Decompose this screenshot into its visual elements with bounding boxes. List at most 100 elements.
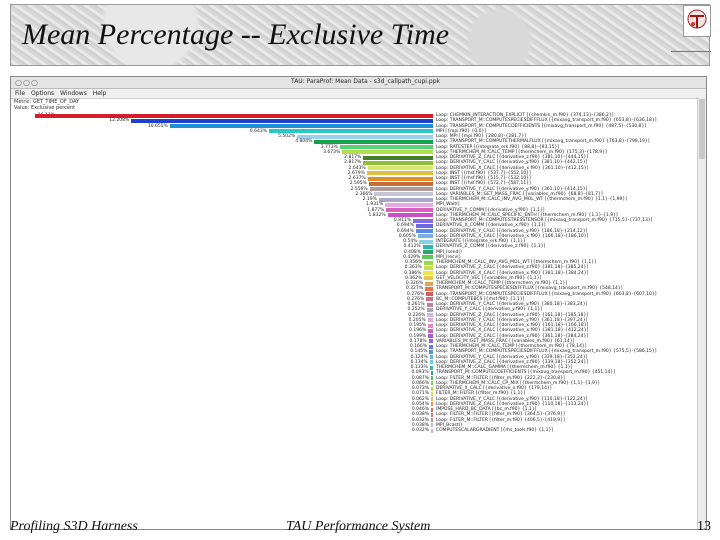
bar-row[interactable]: 0.276% Loop: TRANSPORT_M::COMPUTESPECIESD…: [11, 292, 701, 297]
bar[interactable]: [431, 376, 433, 380]
bar[interactable]: [363, 160, 433, 165]
bar[interactable]: [131, 118, 433, 123]
bar[interactable]: [431, 428, 433, 433]
bar-row[interactable]: 0.062% Loop: DERIVATIVE_Y_CALC [{derivati…: [11, 397, 701, 402]
window-controls-icon[interactable]: ○○○: [15, 78, 39, 87]
bar-row[interactable]: 0.087% Loop: FILTER_M::FILTER [{filter_m.…: [11, 376, 701, 381]
bar-row[interactable]: 5.502% Loop: MPI [{mpi.f90} {280,8}-{281,…: [11, 134, 701, 139]
bar[interactable]: [368, 181, 433, 186]
bar-row[interactable]: 0.124% Loop: DERIVATIVE_Y_CALC [{derivati…: [11, 355, 701, 360]
bar-row[interactable]: 0.408% MPI_Isend(): [11, 250, 701, 255]
bar[interactable]: [426, 292, 433, 296]
bar[interactable]: [417, 234, 433, 239]
bar-row[interactable]: 0.166% Loop: THERMCHEM_M::CALC_TEMP [{the…: [11, 344, 701, 349]
bar[interactable]: [269, 129, 433, 134]
bar[interactable]: [367, 166, 433, 170]
bar[interactable]: [429, 344, 433, 349]
menu-options[interactable]: Options: [30, 90, 55, 97]
bar-row[interactable]: 0.356% THERMCHEM_M::CALC_INV_AVG_MOL_WT […: [11, 260, 701, 265]
bar[interactable]: [425, 281, 433, 286]
bar-row[interactable]: 2.643% Loop: DERIVATIVE_X_CALC [{derivati…: [11, 166, 701, 171]
bar[interactable]: [431, 412, 433, 417]
bar[interactable]: [297, 134, 433, 139]
bar-row[interactable]: 0.038% Loop: FILTER_M::FILTER [{filter_m.…: [11, 412, 701, 417]
bar[interactable]: [413, 218, 433, 223]
bar[interactable]: [374, 192, 433, 197]
bar-row[interactable]: 10.655% Loop: TRANSPORT_M::COMPUTECOEFFIC…: [11, 124, 701, 129]
bar-row[interactable]: 0.032% Loop: FILTER_M::FILTER [{filter_m.…: [11, 418, 701, 423]
bar[interactable]: [426, 297, 433, 302]
bar[interactable]: [422, 255, 433, 260]
menu-help[interactable]: Help: [92, 90, 107, 97]
bar[interactable]: [419, 239, 433, 244]
bar[interactable]: [431, 418, 433, 422]
bar-row[interactable]: 0.046% IMPOSE_HARD_BC_DATA [{bc_m.f90} {1…: [11, 407, 701, 412]
bar[interactable]: [431, 423, 433, 428]
bar-row[interactable]: 4.804% Loop: TRANSPORT_M::COMPUTETHERMALF…: [11, 139, 701, 144]
bar[interactable]: [386, 208, 433, 212]
window-titlebar[interactable]: ○○○ TAU: ParaProf: Mean Data - s3d_callp…: [11, 77, 706, 89]
bar-row[interactable]: 0.386% Loop: DERIVATIVE_X_CALC [{derivati…: [11, 271, 701, 276]
bar-row[interactable]: 0.54% INTEGRATE [{integrate_erk.f90} {1,1…: [11, 239, 701, 244]
bar[interactable]: [339, 145, 433, 149]
bar[interactable]: [363, 155, 433, 160]
bar-row[interactable]: 0.205% Loop: DERIVATIVE_Y_CALC [{derivati…: [11, 318, 701, 323]
bar-row[interactable]: 0.145% Loop: TRANSPORT_M::COMPUTESPECIESD…: [11, 349, 701, 354]
bar[interactable]: [428, 323, 433, 328]
scrollbar-thumb[interactable]: [699, 99, 705, 159]
bar-row[interactable]: 0.694% DERIVATIVE_X_COMM [{derivative_x.f…: [11, 223, 701, 228]
bar[interactable]: [415, 223, 433, 228]
bar-row[interactable]: 0.226% Loop: DERIVATIVE_Z_CALC [{derivati…: [11, 313, 701, 318]
menu-windows[interactable]: Windows: [60, 90, 87, 97]
bar[interactable]: [423, 265, 433, 270]
bar[interactable]: [431, 402, 433, 407]
bar[interactable]: [385, 202, 433, 207]
bar[interactable]: [431, 397, 433, 401]
bar-row[interactable]: 0.032% COMPUTESCALARGRADIENT [{rhs_tools.…: [11, 428, 701, 433]
bar-row[interactable]: 0.073% DERIVATIVE_X_CALC [{derivative_x.f…: [11, 386, 701, 391]
bar[interactable]: [367, 176, 433, 181]
bar[interactable]: [415, 229, 433, 233]
bar[interactable]: [378, 197, 433, 202]
bar-row[interactable]: 6.643% MPI [{mpi.f90} {0,0}]: [11, 129, 701, 134]
bar-row[interactable]: 0.252% DERIVATIVE_Y_CALC [{derivative_y.f…: [11, 307, 701, 312]
bar[interactable]: [387, 213, 433, 218]
bar-row[interactable]: 0.134% Loop: DERIVATIVE_Z_CALC [{derivati…: [11, 360, 701, 365]
bar-row[interactable]: 3.673% Loop: THERMCHEM_M::CALC_TEMP [{the…: [11, 150, 701, 155]
bar-row[interactable]: 0.196% Loop: DERIVATIVE_X_CALC [{derivati…: [11, 328, 701, 333]
bar[interactable]: [430, 370, 433, 375]
bar[interactable]: [431, 407, 433, 412]
bar[interactable]: [431, 381, 433, 386]
bar[interactable]: [429, 360, 433, 365]
bar[interactable]: [427, 318, 433, 323]
bar-row[interactable]: 0.195% Loop: DERIVATIVE_X_CALC [{derivati…: [11, 323, 701, 328]
bar-row[interactable]: 12.208% Loop: TRANSPORT_M::COMPUTESPECIES…: [11, 118, 701, 123]
bar-row[interactable]: 0.811% Loop: TRANSPORT_M::COMPUTESTRESSTE…: [11, 218, 701, 223]
bar-row[interactable]: 0.605% Loop: DERIVATIVE_X_CALC [{derivati…: [11, 234, 701, 239]
bar[interactable]: [429, 355, 433, 359]
bar[interactable]: [431, 386, 433, 391]
bar[interactable]: [427, 313, 433, 317]
bar[interactable]: [429, 349, 433, 354]
bar-row[interactable]: 0.093% TRANSPORT_M::COMPUTECOEFFICIENTS […: [11, 370, 701, 375]
bar[interactable]: [428, 339, 433, 344]
bar[interactable]: [169, 124, 433, 128]
bar-row[interactable]: 0.362% GET_VELOCITY_VEC [{variables_m.f90…: [11, 276, 701, 281]
bar-row[interactable]: 16.11%Loop: CHEMKIN_INTERACTION_EXPLICIT…: [11, 113, 701, 118]
bar-row[interactable]: 0.429% MPI_Irecv(): [11, 255, 701, 260]
paraprof-window[interactable]: ○○○ TAU: ParaProf: Mean Data - s3d_callp…: [10, 76, 707, 530]
bar[interactable]: [35, 113, 433, 118]
bar-row[interactable]: 2.366% Loop: VARIABLES_M::GET_MASS_FRAC […: [11, 192, 701, 197]
bar-row[interactable]: 0.066% Loop: THERMCHEM_M::CALC_CP_MIX [{t…: [11, 381, 701, 386]
bar-row[interactable]: 1.877% DERIVATIVE_Y_COMM [{derivative_y.f…: [11, 208, 701, 213]
bar-row[interactable]: 0.276% BC_M::COMPUTEBCS [{rhsf.f90} {1,1}…: [11, 297, 701, 302]
bar-row[interactable]: 0.054% Loop: DERIVATIVE_Z_CALC [{derivati…: [11, 402, 701, 407]
bar[interactable]: [366, 171, 433, 176]
bar[interactable]: [431, 391, 433, 396]
bar-row[interactable]: 0.326% THERMCHEM_M::CALC_TEMP [{thermchem…: [11, 281, 701, 286]
bar[interactable]: [425, 286, 433, 291]
bar[interactable]: [423, 271, 433, 275]
bar-row[interactable]: 2.19% Loop: THERMCHEM_M::CALC_INV_AVG_MOL…: [11, 197, 701, 202]
bar[interactable]: [314, 139, 433, 144]
bar-row[interactable]: 0.694% Loop: DERIVATIVE_Y_CALC [{derivati…: [11, 229, 701, 234]
